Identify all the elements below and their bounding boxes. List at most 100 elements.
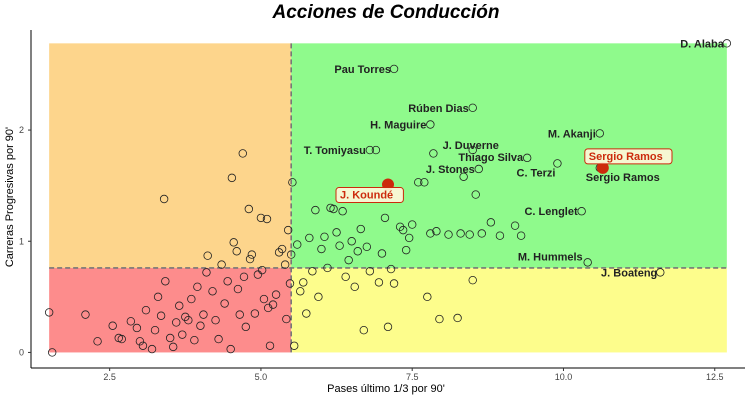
data-point (365, 267, 375, 276)
data-point (245, 254, 255, 264)
player-label: C. Terzi (517, 167, 556, 179)
data-point (420, 178, 429, 187)
data-point (268, 300, 278, 309)
data-point (510, 221, 520, 230)
data-point (126, 317, 136, 326)
data-point (389, 279, 399, 288)
data-point (277, 244, 287, 254)
data-point (408, 220, 417, 229)
data-point (153, 292, 163, 302)
data-point (274, 248, 284, 257)
data-point (468, 275, 477, 285)
data-point (156, 311, 166, 320)
chart-title: Acciones de Conducción (272, 2, 500, 23)
data-point (238, 149, 247, 158)
data-point (404, 233, 414, 243)
data-point (426, 120, 435, 129)
data-point (471, 190, 480, 199)
data-point (81, 310, 90, 319)
data-point (193, 282, 202, 292)
data-point (474, 164, 483, 174)
data-point (181, 312, 190, 322)
data-point (314, 292, 323, 302)
data-point (220, 299, 229, 308)
y-tick-label: 0 (19, 347, 24, 357)
data-point (265, 341, 275, 350)
data-point (371, 145, 381, 155)
y-tick-label: 1 (19, 236, 24, 246)
data-point (456, 229, 465, 238)
data-point (288, 178, 297, 187)
data-point (459, 172, 468, 181)
quadrant-bottom-right (291, 267, 727, 353)
highlight-label: J. Koundé (340, 190, 393, 202)
data-point (299, 278, 308, 287)
data-point (583, 258, 592, 267)
data-point (350, 282, 359, 292)
data-point (468, 145, 477, 155)
data-point (486, 218, 496, 227)
y-tick-label: 2 (19, 125, 24, 135)
player-label: H. Maguire (370, 120, 426, 132)
data-point (150, 325, 160, 335)
data-point (395, 222, 405, 231)
data-point (135, 337, 145, 346)
data-point (132, 323, 142, 333)
data-point (398, 225, 408, 235)
data-point (332, 228, 341, 237)
data-point (196, 321, 205, 330)
point-labels: D. Alaba Pau Torres Rúben Dias H. Maguire M.… (304, 38, 725, 279)
data-point (256, 213, 266, 223)
data-point (280, 260, 290, 269)
data-point (175, 301, 184, 310)
data-point (323, 263, 332, 273)
data-point (477, 229, 486, 238)
data-point (247, 250, 257, 259)
data-point (227, 173, 237, 183)
player-label: D. Alaba (680, 38, 724, 50)
player-label: J. Duverne (443, 140, 499, 152)
data-point (293, 240, 302, 249)
data-point (362, 242, 372, 252)
data-point (495, 231, 505, 240)
quadrant-top-left (49, 43, 292, 268)
data-point (359, 325, 368, 335)
data-point (444, 230, 453, 239)
data-point (138, 341, 148, 350)
data-point (320, 232, 329, 242)
data-point (285, 279, 295, 288)
data-point (335, 241, 344, 250)
player-label: J. Boateng (601, 267, 657, 279)
data-point (311, 205, 320, 215)
x-tick-label: 7.5 (406, 372, 419, 382)
data-point (161, 277, 170, 286)
data-point (241, 322, 251, 332)
data-point (239, 272, 249, 282)
data-point (282, 314, 291, 324)
data-point (159, 194, 169, 204)
data-point (226, 344, 235, 354)
data-point (253, 270, 263, 279)
y-axis-label: Carreras Progresivas por 90' (4, 127, 16, 267)
data-point (722, 39, 732, 48)
data-point (178, 330, 187, 339)
data-point (271, 290, 281, 299)
data-point (522, 153, 532, 163)
data-point (377, 249, 387, 258)
data-point (262, 214, 272, 224)
data-point (344, 255, 353, 265)
data-point (426, 229, 435, 238)
data-point (211, 315, 220, 325)
data-point (290, 341, 299, 350)
x-axis-label: Pases último 1/3 por 90' (327, 383, 445, 395)
x-tick-label: 10.0 (555, 372, 573, 382)
data-point (141, 305, 151, 315)
data-point (305, 233, 314, 243)
data-point (147, 344, 157, 354)
quadrant-bottom-left (49, 267, 292, 353)
data-point (233, 284, 243, 294)
data-point (317, 244, 326, 254)
player-label: J. Stones (426, 164, 475, 176)
data-point (308, 267, 317, 276)
data-point (296, 287, 305, 296)
